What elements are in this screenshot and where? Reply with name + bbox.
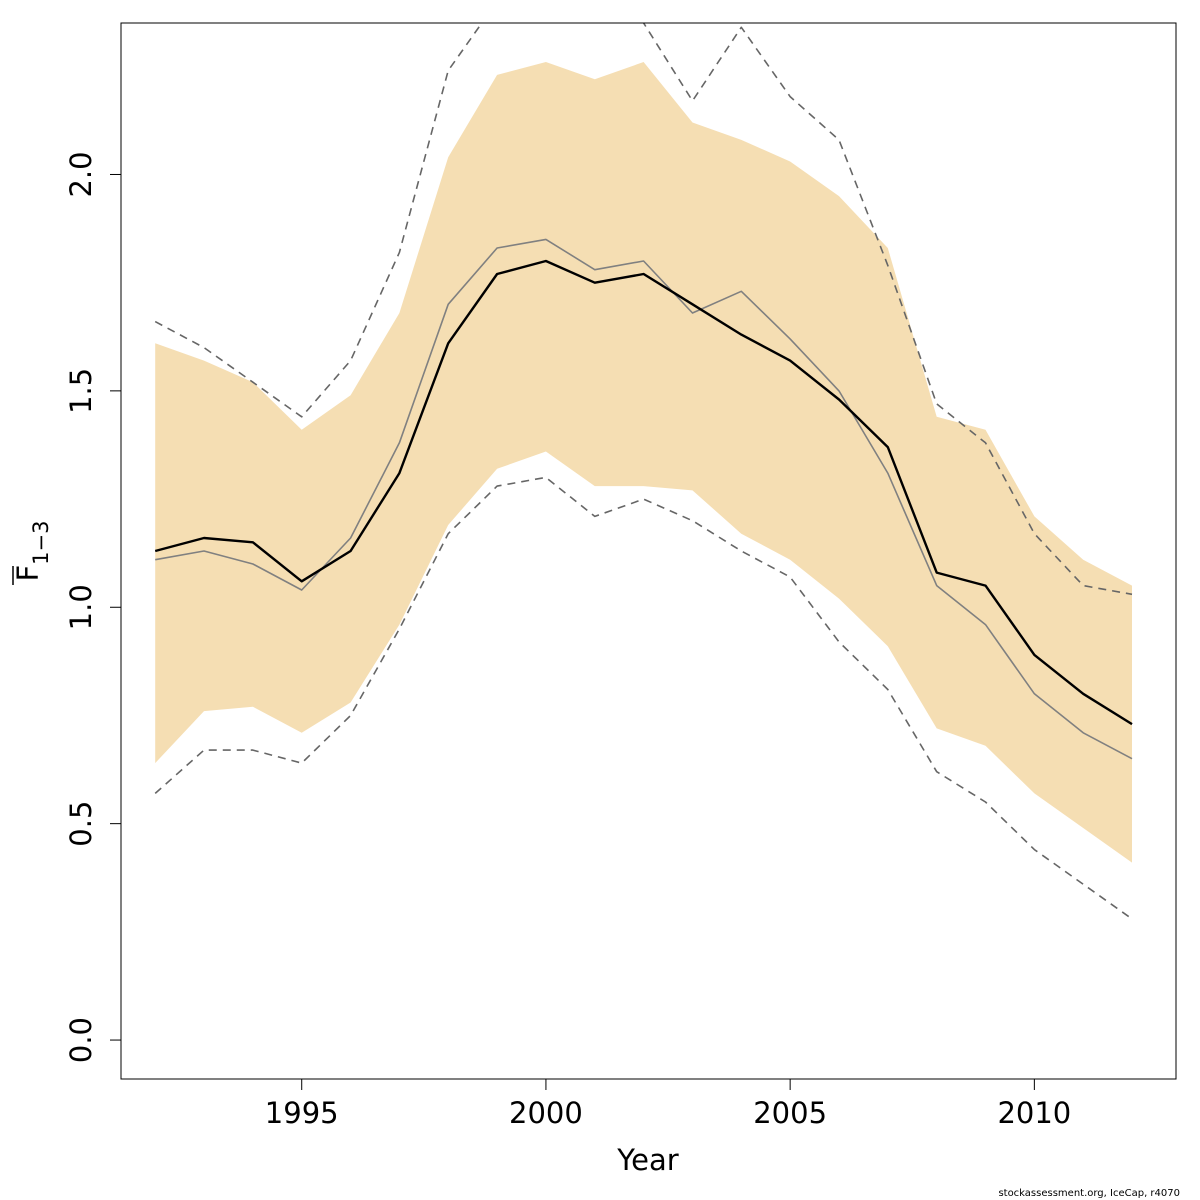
y-tick-label: 1.5 [64,368,98,414]
y-tick-label: 2.0 [64,151,98,197]
x-tick-label: 2010 [997,1096,1071,1130]
y-tick-label: 1.0 [64,584,98,630]
credit-text: stockassessment.org, IceCap, r4070 [998,1188,1180,1199]
series-line-upper-bound [154,23,1133,596]
x-tick-label: 2005 [753,1096,827,1130]
y-tick-label: 0.5 [64,801,98,847]
series-line-estimate [154,259,1133,726]
series-line-alternate [155,238,1133,760]
y-axis-title: F1−3 [11,520,53,585]
x-axis: 1995 2000 2005 2010 [265,1079,1071,1130]
y-tick-label: 0.0 [64,1017,98,1063]
x-axis-title: Year [616,1143,678,1177]
x-tick-label: 2000 [509,1096,583,1130]
series-line-lower-bound [154,476,1133,920]
svg-text:F1−3: F1−3 [11,520,53,581]
confidence-band [155,62,1132,863]
y-axis: 0.0 0.5 1.0 1.5 2.0 [64,151,121,1063]
plot-area [154,23,1133,920]
series-group [154,23,1133,920]
x-tick-label: 1995 [265,1096,339,1130]
y-axis-title-subscript: 1−3 [29,520,53,564]
y-axis-title-main: F [11,565,45,582]
